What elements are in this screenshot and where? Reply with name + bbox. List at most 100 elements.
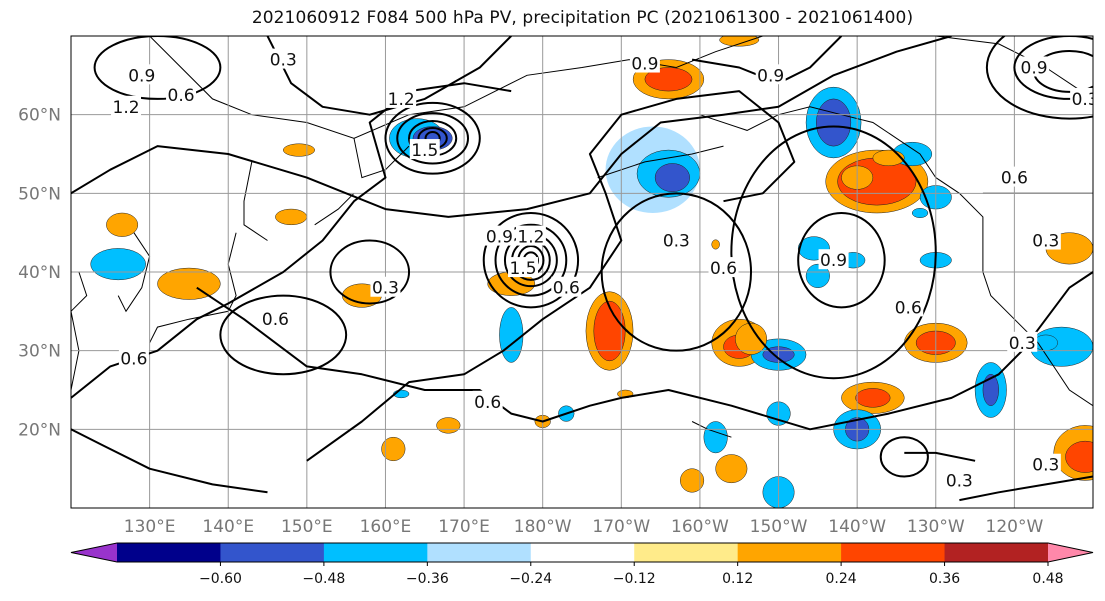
colorbar-extend-high bbox=[1048, 543, 1093, 562]
pv-contour bbox=[494, 223, 568, 297]
pv-contour bbox=[71, 36, 952, 218]
precip-cell bbox=[593, 300, 626, 362]
colorbar-tick-label: 0.36 bbox=[929, 571, 960, 587]
pv-contour bbox=[879, 436, 929, 478]
colorbar-cell bbox=[323, 543, 428, 562]
pv-contour bbox=[1013, 36, 1093, 100]
contour-label: 0.9 bbox=[128, 66, 155, 86]
contour-label: 0.9 bbox=[820, 251, 847, 271]
pv-contour bbox=[600, 192, 753, 352]
contour-label: 1.5 bbox=[510, 259, 537, 279]
precip-cell bbox=[499, 307, 524, 363]
pv-contour bbox=[93, 36, 222, 100]
contour-label-bg bbox=[999, 166, 1030, 187]
contour-label-bg bbox=[708, 257, 739, 278]
pv-contour bbox=[396, 112, 470, 165]
contour-label: 0.6 bbox=[262, 310, 289, 330]
precip-cell bbox=[283, 143, 315, 157]
precip-cell bbox=[805, 263, 830, 288]
contour-label-bg bbox=[755, 64, 786, 85]
contour-label-bg bbox=[944, 469, 975, 490]
pv-contour bbox=[219, 294, 348, 376]
precip-cell bbox=[703, 421, 728, 454]
contour-label: 0.3 bbox=[372, 279, 399, 299]
lat-tick-label: 60°N bbox=[18, 106, 61, 126]
precip-cell bbox=[275, 208, 308, 226]
contour-label-bg bbox=[260, 308, 291, 329]
lon-tick-label: 140°W bbox=[828, 517, 886, 537]
pv-contour bbox=[959, 475, 1093, 502]
lon-tick-label: 170°W bbox=[592, 517, 650, 537]
lon-tick-label: 160°W bbox=[671, 517, 729, 537]
lon-tick-label: 140°E bbox=[202, 517, 254, 537]
contour-label-bg bbox=[515, 225, 546, 246]
pv-contour bbox=[904, 451, 976, 462]
contour-label: 0.3 bbox=[1072, 90, 1099, 110]
chart-title: 2021060912 F084 500 hPa PV, precipitatio… bbox=[251, 8, 914, 28]
lat-tick-label: 30°N bbox=[18, 342, 61, 362]
coastline bbox=[314, 192, 355, 226]
pv-contour bbox=[482, 212, 580, 309]
contour-label-bg bbox=[893, 296, 924, 317]
contour-label: 0.6 bbox=[1001, 169, 1028, 189]
contour-label-bg bbox=[1030, 453, 1061, 474]
lat-tick-label: 20°N bbox=[18, 420, 61, 440]
lon-tick-label: 130°E bbox=[124, 517, 176, 537]
pv-contour bbox=[730, 125, 937, 380]
lon-tick-label: 120°W bbox=[986, 517, 1044, 537]
precip-cell bbox=[680, 468, 705, 493]
colorbar-tick-label: −0.24 bbox=[509, 571, 552, 587]
colorbar-cell bbox=[841, 543, 946, 562]
contour-label-bg bbox=[111, 95, 142, 116]
latitude-labels: 20°N 30°N 40°N 50°N 60°N bbox=[18, 106, 61, 441]
precip-cell bbox=[436, 417, 461, 434]
pv-contour bbox=[985, 36, 1093, 120]
coastline bbox=[935, 36, 1093, 100]
colorbar: −0.60 −0.48 −0.36 −0.24 −0.12 0.12 0.24 0.36 0.4… bbox=[70, 542, 1094, 587]
lat-tick-label: 50°N bbox=[18, 184, 61, 204]
contour-label-bg bbox=[1030, 229, 1061, 250]
contour-label-bg bbox=[409, 139, 440, 160]
contour-label: 0.3 bbox=[270, 51, 297, 71]
contour-label-bg bbox=[1019, 56, 1050, 77]
lon-tick-label: 130°W bbox=[907, 517, 965, 537]
contour-label: 1.2 bbox=[517, 228, 544, 248]
coastline bbox=[71, 271, 88, 391]
contour-label-bg bbox=[166, 84, 197, 104]
precip-cell bbox=[1065, 440, 1093, 473]
contour-label: 0.9 bbox=[486, 228, 513, 248]
colorbar-cell bbox=[530, 543, 635, 562]
colorbar-extend-low bbox=[71, 543, 117, 562]
contour-labels: 0.30.90.61.2 1.21.50.90.90.9 1.21.50.60.30… bbox=[111, 48, 1099, 491]
contour-label: 0.9 bbox=[631, 55, 658, 75]
contour-label-bg bbox=[472, 390, 503, 411]
precip-cell bbox=[816, 98, 852, 147]
contour-label: 0.6 bbox=[120, 350, 147, 370]
pv-contour bbox=[797, 212, 886, 309]
precip-cell bbox=[711, 239, 720, 250]
contour-label: 0.3 bbox=[1009, 334, 1036, 354]
precip-cell bbox=[106, 212, 139, 237]
precip-cell bbox=[982, 374, 999, 406]
contour-label-bg bbox=[126, 64, 157, 85]
pv-contour bbox=[71, 428, 268, 494]
contour-label: 0.6 bbox=[168, 86, 195, 106]
precip-cell bbox=[911, 208, 929, 218]
lon-tick-label: 150°W bbox=[750, 517, 808, 537]
map-frame bbox=[70, 35, 1094, 509]
lon-tick-label: 160°E bbox=[360, 517, 412, 537]
gridlines bbox=[71, 36, 1093, 508]
lon-tick-label: 180°W bbox=[514, 517, 572, 537]
contour-label-bg bbox=[629, 52, 660, 73]
contour-label: 0.6 bbox=[553, 279, 580, 299]
precip-cell bbox=[654, 163, 690, 193]
contour-label-bg bbox=[386, 87, 417, 108]
colorbar-tick-label: 0.12 bbox=[722, 571, 753, 587]
contour-label-bg bbox=[1007, 331, 1038, 352]
colorbar-cell bbox=[427, 543, 532, 562]
precip-cell bbox=[381, 436, 406, 462]
contour-label-bg bbox=[1070, 87, 1093, 108]
precip-cell bbox=[735, 322, 767, 355]
colorbar-tick-label: −0.36 bbox=[406, 571, 449, 587]
